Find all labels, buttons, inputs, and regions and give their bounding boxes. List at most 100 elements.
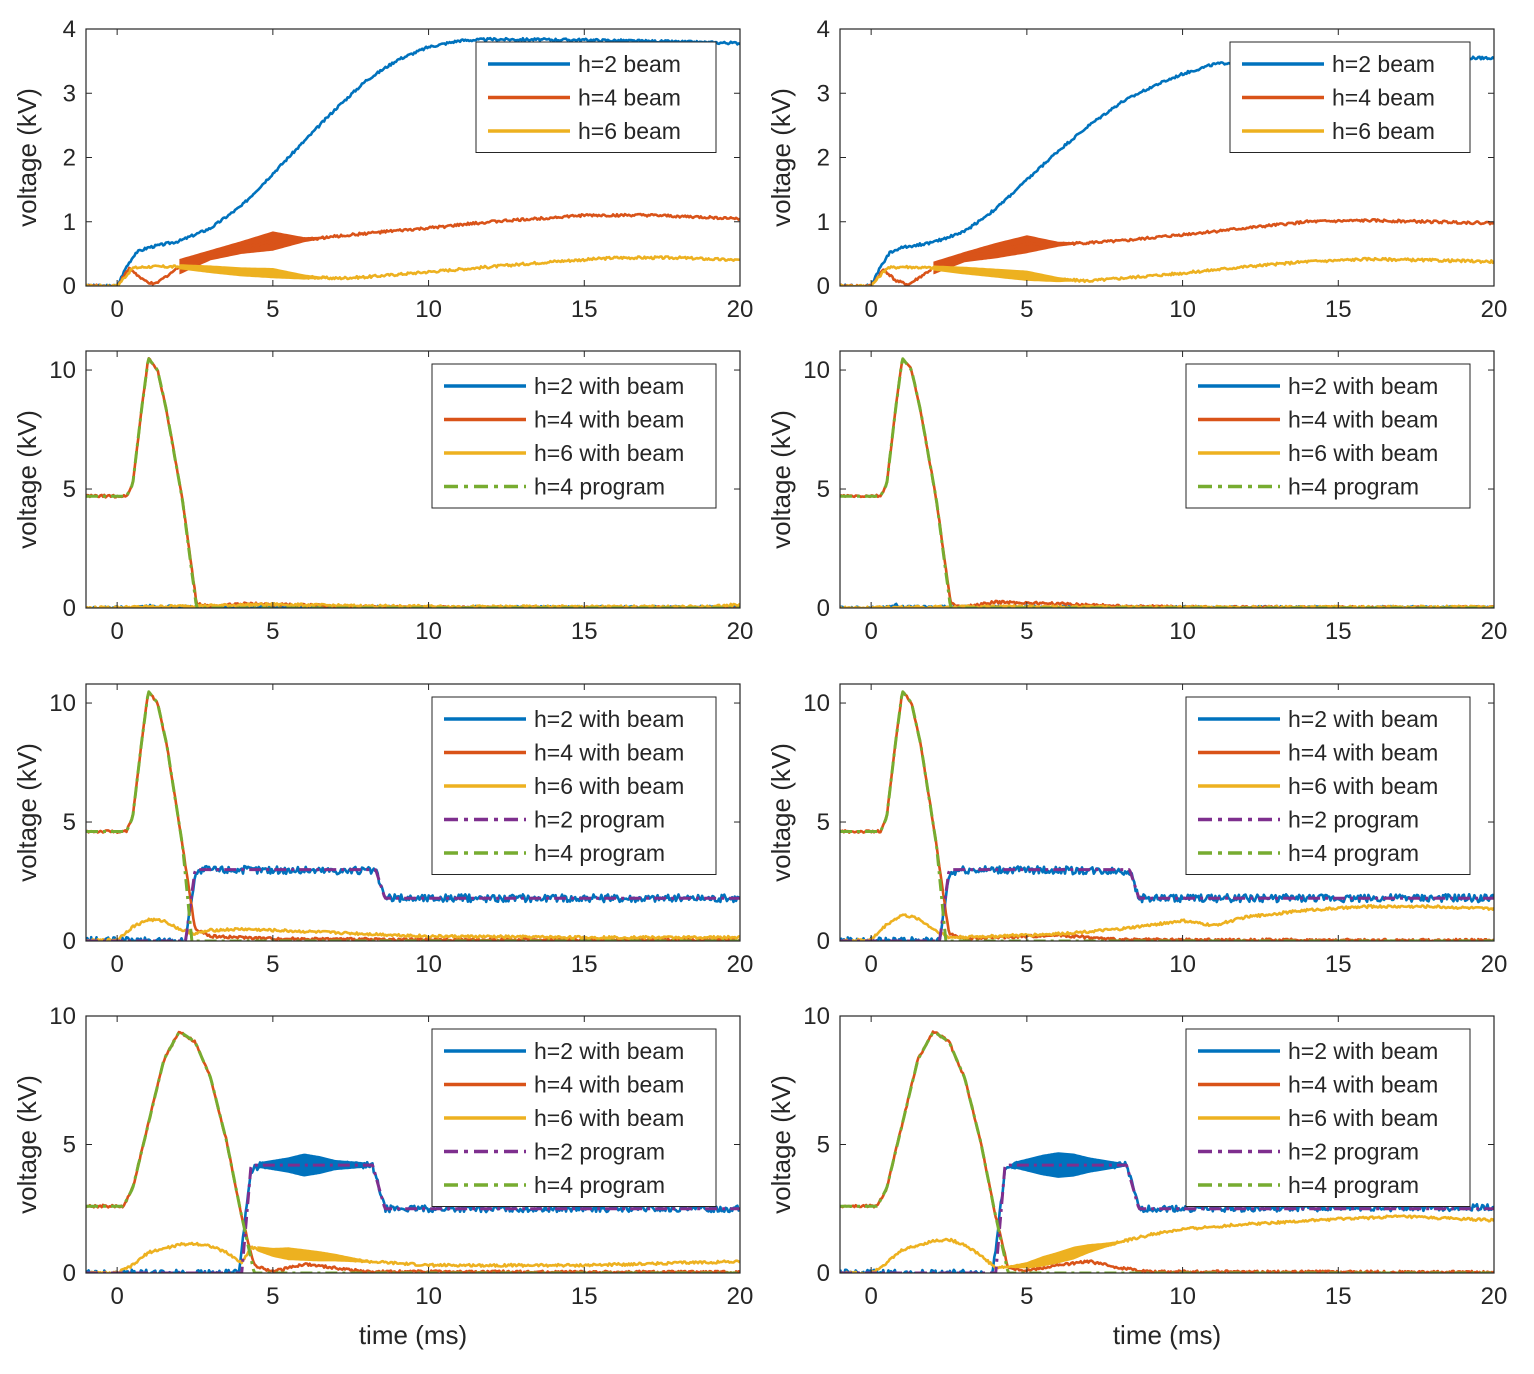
- y-axis-label: voltage (kV): [12, 88, 42, 227]
- x-tick-label: 20: [727, 296, 754, 323]
- legend-label: h=2 with beam: [1288, 1038, 1438, 1064]
- legend-label: h=2 with beam: [534, 706, 684, 732]
- legend-label: h=2 program: [534, 807, 665, 833]
- subplot-row4-right: 0 5 10 15 20 0 5 10 voltage (kV) h=2 with beam h=4…: [766, 1003, 1507, 1310]
- y-tick-label: 0: [817, 928, 830, 955]
- series-line: [86, 36, 740, 286]
- x-tick-label: 20: [727, 1283, 754, 1310]
- y-tick-label: 5: [63, 809, 76, 836]
- legend-label: h=4 program: [534, 1172, 665, 1198]
- legend-label: h=2 with beam: [534, 1038, 684, 1064]
- legend-label: h=6 beam: [578, 118, 681, 144]
- legend-label: h=4 program: [534, 474, 665, 500]
- legend-label: h=4 beam: [578, 85, 681, 111]
- x-tick-label: 0: [864, 1283, 877, 1310]
- y-tick-label: 0: [63, 1260, 76, 1287]
- legend-label: h=6 with beam: [1288, 1105, 1438, 1131]
- y-tick-label: 0: [817, 1260, 830, 1287]
- y-axis-label: voltage (kV): [766, 88, 796, 227]
- x-tick-label: 0: [110, 951, 123, 978]
- x-tick-label: 10: [1169, 951, 1196, 978]
- y-tick-label: 5: [63, 476, 76, 503]
- legend-label: h=6 beam: [1332, 118, 1435, 144]
- x-tick-label: 20: [1481, 618, 1508, 645]
- legend-label: h=4 with beam: [1288, 407, 1438, 433]
- legend-label: h=2 with beam: [534, 373, 684, 399]
- x-tick-label: 0: [864, 951, 877, 978]
- y-tick-label: 5: [817, 476, 830, 503]
- y-tick-label: 10: [803, 357, 830, 384]
- y-tick-label: 1: [63, 209, 76, 236]
- axes-box: [85, 350, 741, 609]
- subplot-row3-left: 0 5 10 15 20 0 5 10 voltage (kV) h=2 with beam h=4…: [12, 683, 754, 978]
- x-tick-label: 20: [727, 618, 754, 645]
- axes-box: [85, 683, 741, 942]
- y-tick-label: 2: [63, 145, 76, 172]
- legend-label: h=4 with beam: [1288, 1072, 1438, 1098]
- y-tick-label: 1: [817, 209, 830, 236]
- x-tick-label: 0: [110, 1283, 123, 1310]
- y-tick-label: 2: [817, 145, 830, 172]
- x-tick-label: 5: [1020, 618, 1033, 645]
- x-tick-label: 10: [415, 1283, 442, 1310]
- legend: h=2 with beam h=4 with beam h=6 with beam h…: [431, 696, 717, 875]
- x-tick-label: 20: [727, 951, 754, 978]
- plot-area: [86, 690, 740, 941]
- x-tick-label: 15: [1325, 296, 1352, 323]
- legend-box: [1185, 363, 1471, 509]
- series-line: [840, 1214, 1494, 1273]
- series-line: [86, 1241, 740, 1273]
- series-line: [840, 903, 1494, 941]
- legend-label: h=4 program: [1288, 474, 1419, 500]
- subplot-row4-left: 0 5 10 15 20 0 5 10 voltage (kV) h=2 with beam h=4…: [12, 1003, 753, 1310]
- series-line: [86, 864, 740, 941]
- y-tick-label: 10: [49, 1003, 76, 1030]
- y-axis-label: voltage (kV): [12, 1075, 42, 1214]
- x-axis-label-right: time (ms): [1113, 1320, 1221, 1350]
- x-tick-label: 0: [110, 296, 123, 323]
- plot-area: [86, 36, 740, 286]
- series-line: [86, 917, 740, 941]
- legend: h=2 beam h=4 beam h=6 beam: [475, 41, 717, 153]
- plot-area: [840, 55, 1494, 286]
- y-tick-label: 5: [63, 1132, 76, 1159]
- x-tick-label: 5: [266, 618, 279, 645]
- series-band: [179, 231, 336, 275]
- x-tick-label: 15: [571, 296, 598, 323]
- legend-label: h=4 with beam: [534, 1072, 684, 1098]
- x-tick-label: 5: [1020, 1283, 1033, 1310]
- y-tick-label: 10: [803, 690, 830, 717]
- x-axis-label-left: time (ms): [359, 1320, 467, 1350]
- legend-label: h=4 program: [1288, 840, 1419, 866]
- x-tick-label: 10: [415, 951, 442, 978]
- legend-label: h=6 with beam: [534, 1105, 684, 1131]
- y-axis-label: voltage (kV): [12, 410, 42, 549]
- legend: h=2 with beam h=4 with beam h=6 with beam h…: [1185, 363, 1471, 509]
- x-tick-label: 15: [1325, 951, 1352, 978]
- legend-label: h=2 beam: [578, 51, 681, 77]
- x-tick-label: 10: [415, 618, 442, 645]
- legend: h=2 with beam h=4 with beam h=6 with beam h…: [431, 363, 717, 509]
- y-tick-label: 4: [63, 16, 76, 43]
- y-tick-label: 3: [63, 80, 76, 107]
- legend-label: h=2 with beam: [1288, 373, 1438, 399]
- y-tick-label: 4: [817, 16, 830, 43]
- legend-box: [431, 363, 717, 509]
- series-line: [86, 1163, 740, 1273]
- x-tick-label: 20: [1481, 296, 1508, 323]
- y-tick-label: 0: [63, 595, 76, 622]
- legend-label: h=6 with beam: [534, 773, 684, 799]
- x-tick-label: 15: [571, 618, 598, 645]
- x-tick-label: 5: [266, 951, 279, 978]
- y-tick-label: 0: [63, 273, 76, 300]
- legend: h=2 beam h=4 beam h=6 beam: [1229, 41, 1471, 153]
- x-tick-label: 15: [1325, 1283, 1352, 1310]
- legend-label: h=4 beam: [1332, 85, 1435, 111]
- y-tick-label: 0: [63, 928, 76, 955]
- subplot-row1-left: 0 5 10 15 20 0 1 2 3 4 voltage (kV) h=2 beam h=4 bea…: [12, 16, 753, 323]
- y-axis-label: voltage (kV): [766, 1075, 796, 1214]
- legend-label: h=2 with beam: [1288, 706, 1438, 732]
- legend-label: h=4 with beam: [534, 407, 684, 433]
- legend-label: h=2 program: [534, 1139, 665, 1165]
